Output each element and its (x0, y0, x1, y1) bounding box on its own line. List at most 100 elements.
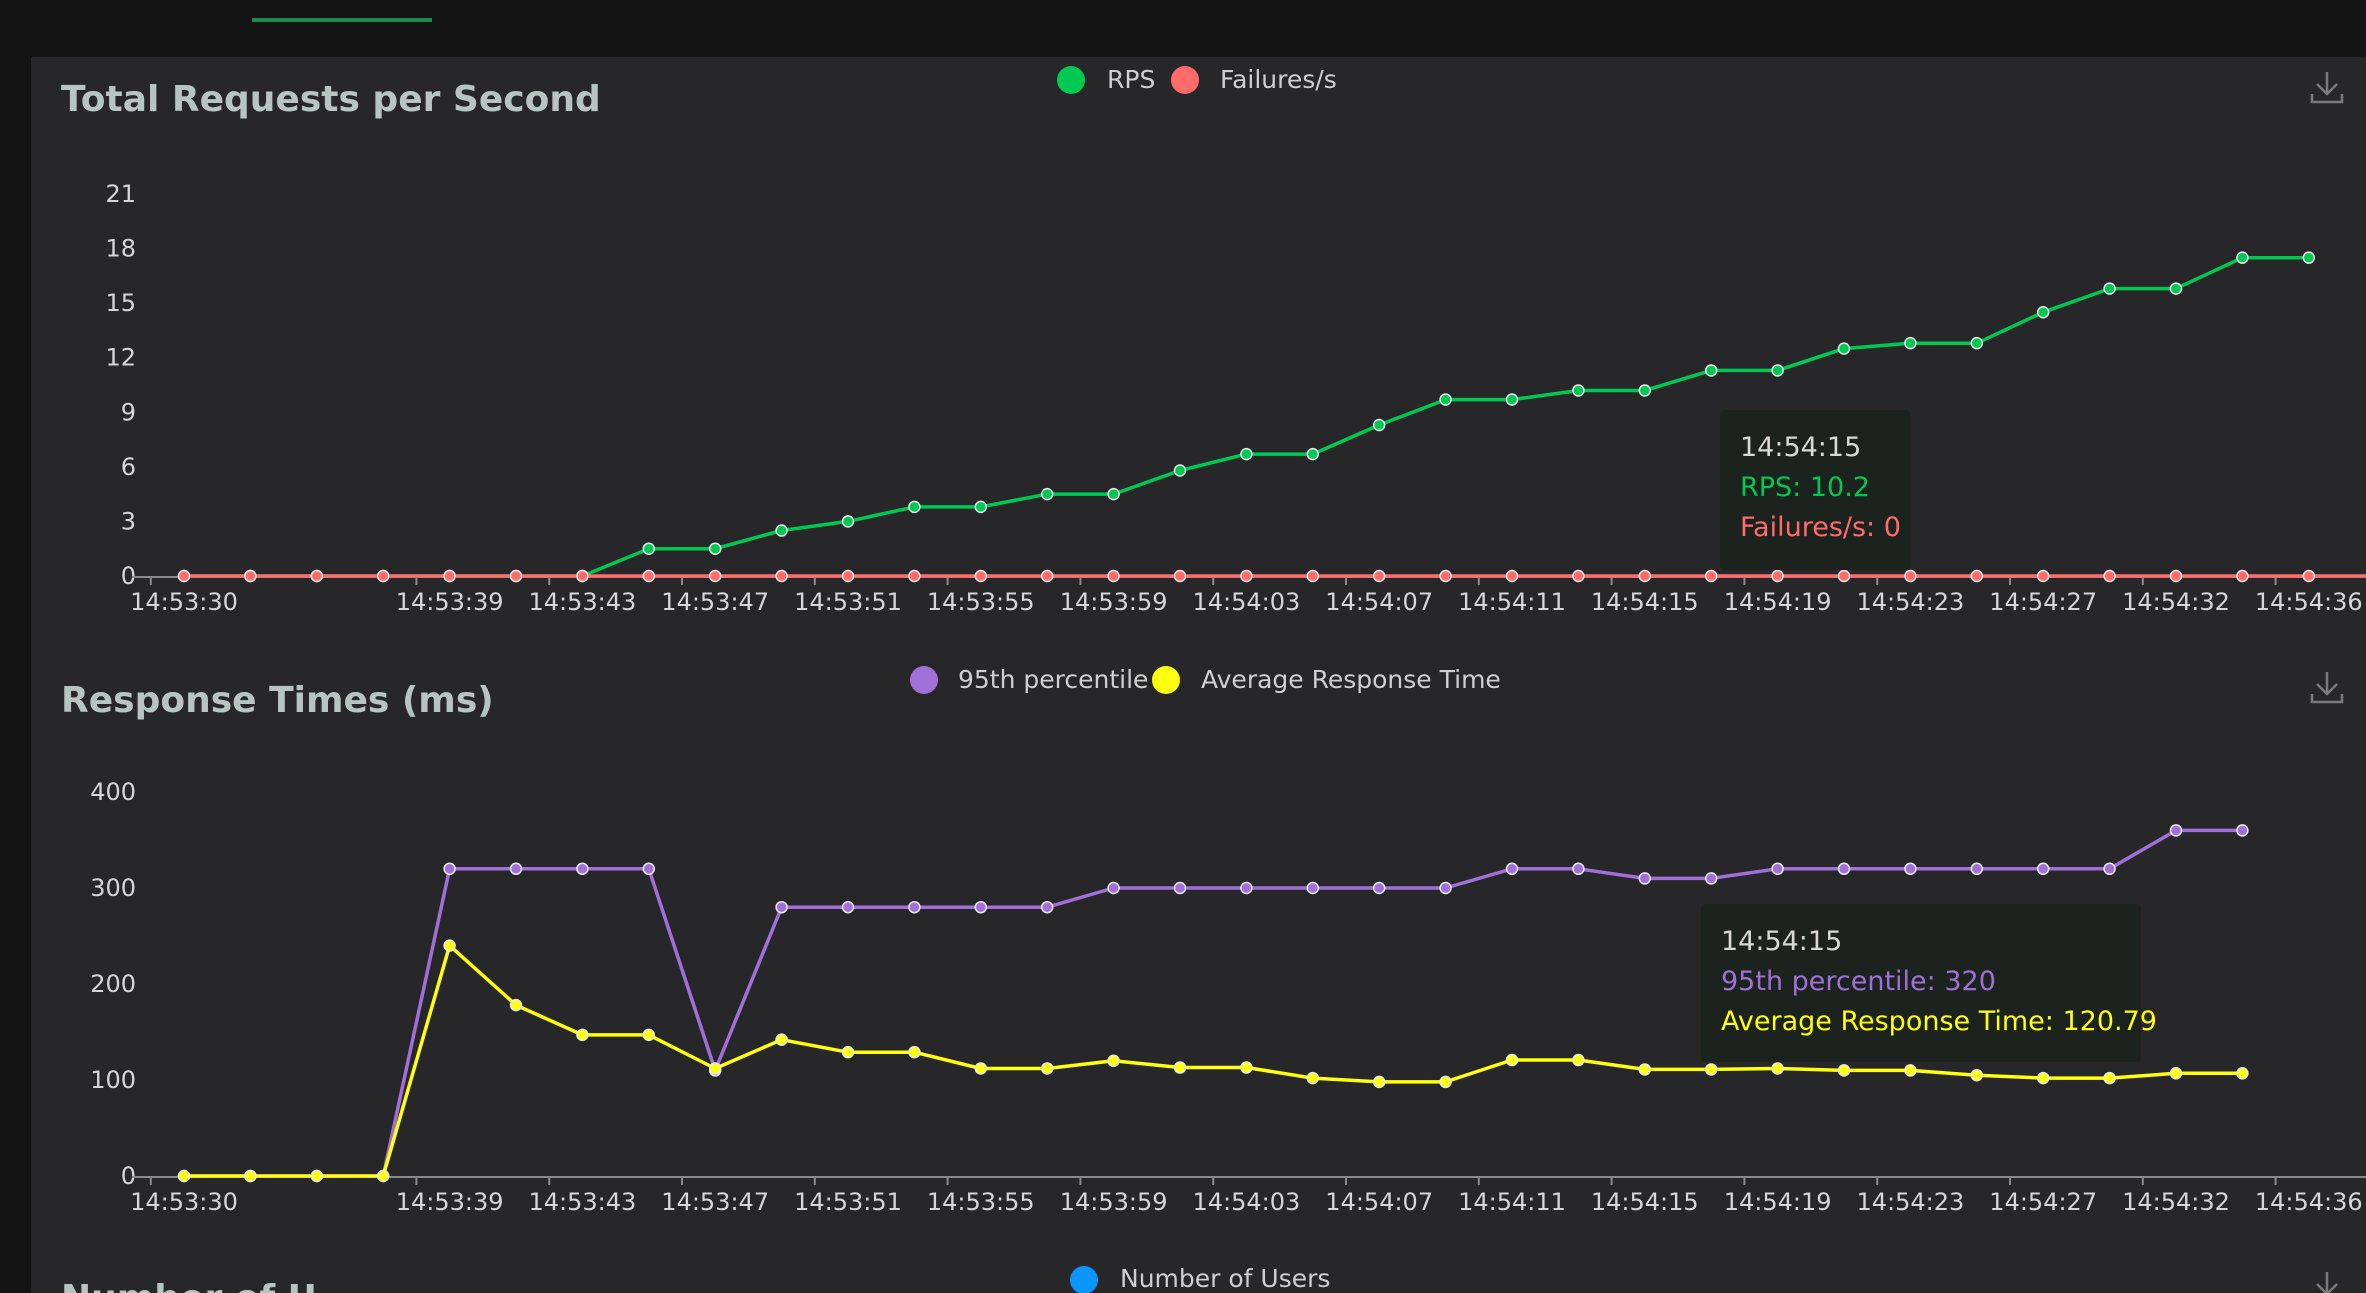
data-point (642, 542, 656, 555)
x-tick-label: 14:54:32 (2122, 1188, 2230, 1216)
data-point (1704, 1063, 1718, 1076)
data-point (376, 1169, 390, 1183)
data-point (775, 900, 788, 914)
chart-title: Response Times (ms) (61, 680, 494, 721)
x-tick-label: 14:54:19 (1724, 588, 1832, 616)
data-point (2036, 305, 2050, 319)
tooltip-box (1720, 410, 1910, 570)
data-point (376, 569, 390, 583)
data-point (1970, 569, 1984, 583)
data-point (1505, 569, 1519, 583)
data-point (1638, 1063, 1652, 1076)
x-tick-label: 14:53:55 (927, 588, 1035, 616)
data-point (1173, 569, 1187, 583)
y-tick-label: 0 (121, 1162, 136, 1190)
legend-label: RPS (1107, 65, 1155, 94)
data-point (2236, 1067, 2249, 1080)
data-point (1771, 364, 1784, 377)
data-point (310, 569, 324, 583)
x-tick-label: 14:54:03 (1193, 588, 1301, 616)
data-point (1306, 569, 1320, 583)
data-point (1040, 1062, 1054, 1075)
data-point (2169, 824, 2183, 837)
series-line (184, 828, 2243, 1178)
data-point (1107, 881, 1120, 895)
legend-label: Failures/s (1220, 65, 1337, 94)
data-point (244, 569, 257, 583)
data-point (2036, 569, 2050, 583)
legend-dot (1152, 666, 1180, 694)
data-point (1306, 447, 1320, 461)
tooltip-line: 95th percentile: 320 (1721, 966, 1996, 997)
data-point (1240, 447, 1253, 461)
data-point (1837, 342, 1851, 355)
download-icon[interactable] (2310, 72, 2344, 104)
data-point (509, 569, 523, 583)
data-point (2036, 862, 2050, 876)
data-point (642, 569, 656, 583)
data-point (841, 900, 855, 914)
data-point (2103, 862, 2116, 876)
y-tick-label: 18 (105, 235, 136, 263)
response-times-chart: 0 100 200 300 400 14:53:30 14:53:39 14:53:43 14:… (90, 778, 2366, 1216)
legend-dot (1057, 66, 1085, 94)
data-point (2302, 251, 2316, 264)
data-point (1439, 1075, 1452, 1089)
data-point (974, 500, 988, 514)
data-point (974, 900, 988, 914)
y-tick-label: 400 (90, 778, 136, 806)
legend-item-avg[interactable]: Average Response Time (1152, 665, 1501, 694)
tooltip-box (1701, 904, 2141, 1062)
x-tick-label: 14:53:39 (396, 1188, 504, 1216)
data-point (1572, 1053, 1585, 1067)
rps-chart: 0 3 6 9 12 15 18 21 14:53:30 14:53:39 14:53:43 14:5… (105, 180, 2366, 616)
y-tick-label: 6 (121, 453, 136, 481)
data-point (1372, 1075, 1386, 1089)
data-point (443, 862, 456, 876)
x-tick-label: 14:54:07 (1325, 588, 1433, 616)
data-point (2103, 282, 2116, 295)
data-point (708, 542, 722, 555)
data-point (1904, 336, 1917, 350)
data-point (1173, 1061, 1187, 1074)
data-point (576, 569, 589, 583)
download-icon[interactable] (2310, 672, 2344, 704)
data-point (1107, 1054, 1120, 1068)
legend-item-rps[interactable]: RPS (1057, 65, 1155, 94)
data-point (841, 569, 855, 583)
data-point (1040, 487, 1054, 501)
x-tick-label: 14:53:30 (130, 1188, 238, 1216)
data-point (1771, 862, 1784, 876)
data-point (1505, 1053, 1519, 1067)
series-line (184, 255, 2309, 578)
download-icon[interactable] (2316, 1272, 2338, 1293)
tooltip-time: 14:54:15 (1721, 926, 1842, 957)
data-point (642, 1028, 656, 1042)
legend-item-p95[interactable]: 95th percentile (910, 665, 1148, 694)
tooltip-line: Average Response Time: 120.79 (1721, 1006, 2157, 1037)
data-point (708, 1062, 722, 1075)
data-point (1372, 881, 1386, 895)
legend-dot (1070, 1266, 1098, 1293)
data-point (1107, 569, 1120, 583)
data-point (775, 1033, 788, 1046)
legend-item-users[interactable]: Number of Users (1070, 1264, 1330, 1293)
x-tick-label: 14:54:23 (1857, 588, 1965, 616)
data-point (2103, 569, 2116, 583)
legend-item-failures[interactable]: Failures/s (1171, 65, 1337, 94)
data-point (177, 1169, 191, 1183)
data-point (1173, 881, 1187, 895)
data-point (708, 569, 722, 583)
x-tick-label: 14:54:27 (1989, 1188, 2097, 1216)
data-point (443, 939, 456, 952)
data-point (576, 862, 589, 876)
data-point (1572, 862, 1585, 876)
data-point (1240, 881, 1253, 895)
x-tick-label: 14:54:07 (1325, 1188, 1433, 1216)
legend-dot (1171, 66, 1199, 94)
tooltip-line: Failures/s: 0 (1740, 512, 1901, 543)
data-point (1904, 1064, 1917, 1077)
x-tick-label: 14:54:19 (1724, 1188, 1832, 1216)
active-tab-indicator (252, 18, 432, 22)
